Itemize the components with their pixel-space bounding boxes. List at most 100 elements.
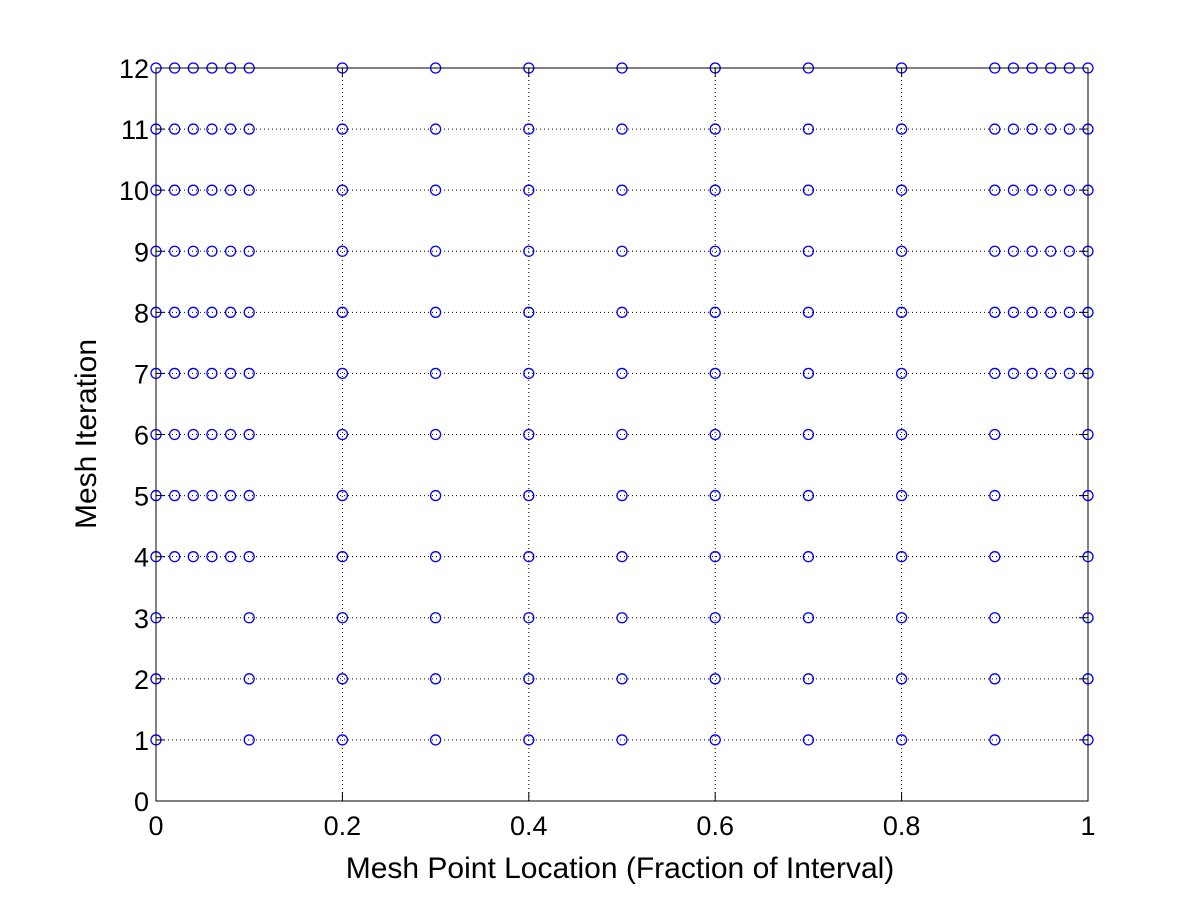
axis-ticks (155, 67, 1089, 802)
mesh-point (616, 673, 628, 685)
mesh-point (206, 489, 218, 502)
mesh-point (1045, 245, 1057, 257)
mesh-point (336, 306, 349, 318)
mesh-point (168, 123, 181, 135)
mesh-point (206, 367, 218, 380)
mesh-point (523, 551, 535, 563)
mesh-point (616, 489, 628, 502)
mesh-point (616, 367, 628, 380)
mesh-point (243, 245, 255, 257)
y-tick-label: 8 (134, 298, 149, 328)
mesh-point (616, 306, 628, 318)
mesh-point (802, 245, 815, 257)
mesh-point (989, 123, 1001, 135)
mesh-point (709, 367, 721, 380)
x-tick-label: 1 (1080, 811, 1095, 841)
y-tick-label: 12 (119, 54, 149, 84)
mesh-point (523, 306, 535, 318)
y-axis-label: Mesh Iteration (70, 339, 103, 529)
mesh-point (429, 673, 442, 685)
mesh-point (187, 184, 199, 196)
mesh-point (224, 551, 237, 563)
mesh-point (895, 428, 908, 441)
mesh-point (336, 612, 349, 624)
mesh-point (802, 184, 815, 196)
mesh-point (989, 306, 1001, 318)
y-tick-label: 11 (121, 115, 149, 145)
mesh-point (709, 612, 721, 624)
mesh-point (187, 245, 199, 257)
mesh-point (168, 367, 181, 380)
y-tick-label: 9 (134, 237, 149, 267)
mesh-point (709, 245, 721, 257)
mesh-point (243, 428, 255, 441)
x-axis-label: Mesh Point Location (Fraction of Interva… (346, 852, 895, 885)
y-tick-label: 0 (134, 787, 149, 817)
mesh-point (523, 612, 535, 624)
mesh-point (187, 306, 199, 318)
mesh-point (802, 489, 815, 502)
mesh-point (243, 367, 255, 380)
mesh-point (429, 123, 442, 135)
mesh-point (1045, 306, 1057, 318)
mesh-point (989, 489, 1001, 502)
y-tick-label: 6 (134, 421, 149, 451)
mesh-point (1007, 184, 1020, 196)
mesh-point (523, 245, 535, 257)
mesh-point (895, 184, 908, 196)
mesh-point (1063, 245, 1076, 257)
mesh-point (709, 489, 721, 502)
mesh-point (168, 428, 181, 441)
mesh-point (616, 123, 628, 135)
mesh-point (1026, 245, 1038, 257)
mesh-point (429, 367, 442, 380)
mesh-point (243, 184, 255, 196)
mesh-point (187, 123, 199, 135)
mesh-point (802, 306, 815, 318)
mesh-point (709, 428, 721, 441)
mesh-point (224, 306, 237, 318)
mesh-point (523, 489, 535, 502)
mesh-point (1045, 367, 1057, 380)
mesh-point (802, 734, 815, 746)
mesh-point (989, 245, 1001, 257)
x-tick-label: 0.8 (883, 811, 921, 841)
mesh-point (1045, 184, 1057, 196)
mesh-point (895, 367, 908, 380)
mesh-point (802, 612, 815, 624)
mesh-point (429, 428, 442, 441)
mesh-point (989, 428, 1001, 441)
x-tick-label: 0 (148, 811, 163, 841)
mesh-point (802, 551, 815, 563)
mesh-point (224, 123, 237, 135)
y-tick-label: 10 (119, 176, 149, 206)
mesh-point (802, 367, 815, 380)
mesh-point (895, 245, 908, 257)
mesh-point (243, 123, 255, 135)
mesh-point (802, 123, 815, 135)
mesh-point (1026, 306, 1038, 318)
mesh-point (206, 184, 218, 196)
y-tick-label: 2 (134, 665, 149, 695)
mesh-point (336, 245, 349, 257)
mesh-point (187, 551, 199, 563)
mesh-point (895, 612, 908, 624)
mesh-point (616, 428, 628, 441)
mesh-point (989, 612, 1001, 624)
mesh-point (989, 367, 1001, 380)
mesh-point (1063, 306, 1076, 318)
mesh-point (523, 184, 535, 196)
mesh-point (336, 367, 349, 380)
iteration-9-points (150, 245, 1094, 257)
x-tick-label: 0.4 (510, 811, 548, 841)
mesh-point (224, 367, 237, 380)
mesh-point (243, 551, 255, 563)
mesh-point (616, 612, 628, 624)
mesh-point (224, 245, 237, 257)
mesh-point (895, 734, 908, 746)
mesh-point (709, 123, 721, 135)
mesh-point (429, 734, 442, 746)
mesh-point (206, 123, 218, 135)
mesh-point (895, 673, 908, 685)
